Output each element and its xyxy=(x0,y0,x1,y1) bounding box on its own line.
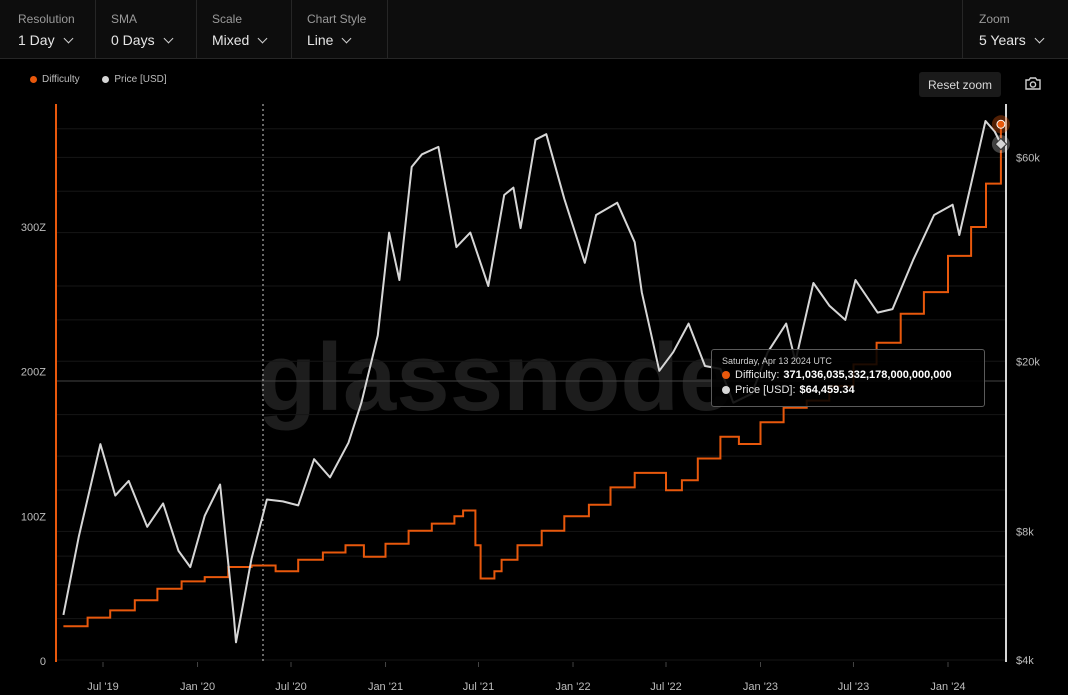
legend-item-difficulty[interactable]: Difficulty xyxy=(30,74,80,85)
left-tick-label: 100Z xyxy=(21,511,46,523)
difficulty-marker xyxy=(996,119,1006,129)
tooltip-row-price: Price [USD]: $64,459.34 xyxy=(722,384,974,396)
toolbar: Resolution 1 Day SMA 0 Days Scale Mixed … xyxy=(0,0,1068,59)
tooltip-price-label: Price [USD]: xyxy=(735,384,796,396)
zoom-value: 5 Years xyxy=(979,32,1026,48)
left-y-axis: 0 100Z 200Z 300Z xyxy=(21,222,46,668)
legend-label-difficulty: Difficulty xyxy=(42,74,80,85)
gridlines xyxy=(56,128,1006,661)
tooltip-date: Saturday, Apr 13 2024 UTC xyxy=(722,356,832,366)
right-y-axis: $4k $8k $20k $60k xyxy=(1016,152,1040,667)
price-dot-icon xyxy=(102,76,110,83)
x-tick-label: Jul '22 xyxy=(650,681,681,693)
camera-icon[interactable] xyxy=(1024,76,1042,92)
zoom-label: Zoom xyxy=(979,12,1010,26)
difficulty-dot-icon xyxy=(722,371,730,379)
legend-item-price[interactable]: Price [USD] xyxy=(102,74,167,85)
right-tick-label: $4k xyxy=(1016,655,1034,667)
x-axis: Jul '19 Jan '20 Jul '20 Jan '21 Jul '21 Jan '… xyxy=(87,662,966,693)
right-tick-label: $60k xyxy=(1016,152,1040,164)
tooltip: Saturday, Apr 13 2024 UTC Difficulty: 37… xyxy=(711,349,985,407)
x-tick-label: Jul '19 xyxy=(87,681,118,693)
left-tick-label: 0 xyxy=(40,656,46,668)
tooltip-row-difficulty: Difficulty: 371,036,035,332,178,000,000,… xyxy=(722,369,974,381)
x-tick-label: Jan '21 xyxy=(368,681,403,693)
tooltip-difficulty-label: Difficulty: xyxy=(735,369,780,381)
x-tick-label: Jan '20 xyxy=(180,681,215,693)
x-tick-label: Jul '21 xyxy=(463,681,494,693)
resolution-label: Resolution xyxy=(18,12,75,26)
x-tick-label: Jan '23 xyxy=(743,681,778,693)
chart-style-label: Chart Style xyxy=(307,12,367,26)
right-tick-label: $20k xyxy=(1016,356,1040,368)
sma-label: SMA xyxy=(111,12,138,26)
difficulty-dot-icon xyxy=(30,76,37,83)
scale-dropdown[interactable]: Scale Mixed xyxy=(197,0,292,58)
left-tick-label: 200Z xyxy=(21,367,46,379)
reset-zoom-button[interactable]: Reset zoom xyxy=(919,72,1001,97)
scale-value: Mixed xyxy=(212,32,250,48)
right-tick-label: $8k xyxy=(1016,526,1034,538)
x-tick-label: Jan '24 xyxy=(930,681,965,693)
scale-label: Scale xyxy=(212,12,243,26)
resolution-dropdown[interactable]: Resolution 1 Day xyxy=(0,0,96,58)
zoom-dropdown[interactable]: Zoom 5 Years xyxy=(962,0,1068,58)
chart-style-value: Line xyxy=(307,32,334,48)
x-tick-label: Jan '22 xyxy=(555,681,590,693)
x-tick-label: Jul '20 xyxy=(275,681,306,693)
chart-style-dropdown[interactable]: Chart Style Line xyxy=(292,0,388,58)
sma-value: 0 Days xyxy=(111,32,155,48)
resolution-value: 1 Day xyxy=(18,32,55,48)
left-tick-label: 300Z xyxy=(21,222,46,234)
tooltip-price-value: $64,459.34 xyxy=(799,384,855,396)
sma-dropdown[interactable]: SMA 0 Days xyxy=(96,0,197,58)
hover-markers xyxy=(991,115,1010,154)
price-dot-icon xyxy=(722,386,730,394)
price-line xyxy=(62,120,1002,644)
tooltip-difficulty-value: 371,036,035,332,178,000,000,000 xyxy=(783,369,952,381)
x-tick-label: Jul '23 xyxy=(838,681,869,693)
legend-label-price: Price [USD] xyxy=(114,74,167,85)
chart-legend: Difficulty Price [USD] xyxy=(30,74,187,86)
price-marker xyxy=(994,137,1008,151)
